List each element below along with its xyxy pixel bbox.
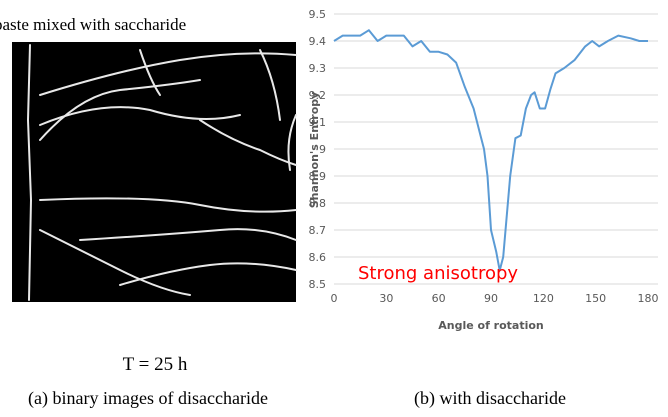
x-axis-label: Angle of rotation (438, 319, 544, 332)
x-tick-label: 90 (484, 292, 498, 305)
x-tick-label: 120 (533, 292, 554, 305)
y-tick-label: 9.5 (309, 8, 327, 21)
y-tick-label: 8.7 (309, 224, 327, 237)
y-tick-label: 9.3 (309, 62, 327, 75)
annotation: Strong anisotropy (358, 263, 518, 284)
y-tick-label: 8.5 (309, 278, 327, 291)
y-tick-label: 8.8 (309, 197, 327, 210)
x-tick-label: 60 (432, 292, 446, 305)
y-tick-label: 8.9 (309, 170, 327, 183)
caption-a: (a) binary images of disaccharide (28, 388, 268, 409)
x-tick-label: 30 (379, 292, 393, 305)
caption-b: (b) with disaccharide (414, 388, 566, 409)
time-label: T = 25 h (123, 354, 188, 375)
x-tick-label: 0 (331, 292, 338, 305)
y-tick-label: 9 (319, 143, 326, 156)
data-line (333, 29, 648, 272)
x-tick-label: 150 (585, 292, 606, 305)
x-tick-label: 180 (638, 292, 659, 305)
y-tick-label: 9.1 (309, 116, 327, 129)
binary-image (12, 42, 297, 302)
y-tick-label: 9.4 (309, 35, 327, 48)
y-tick-label: 9.2 (309, 89, 327, 102)
panel-header: paste mixed with saccharide (0, 15, 186, 34)
y-tick-label: 8.6 (309, 251, 327, 264)
y-axis-label: Shannon's Entropy (308, 92, 321, 209)
